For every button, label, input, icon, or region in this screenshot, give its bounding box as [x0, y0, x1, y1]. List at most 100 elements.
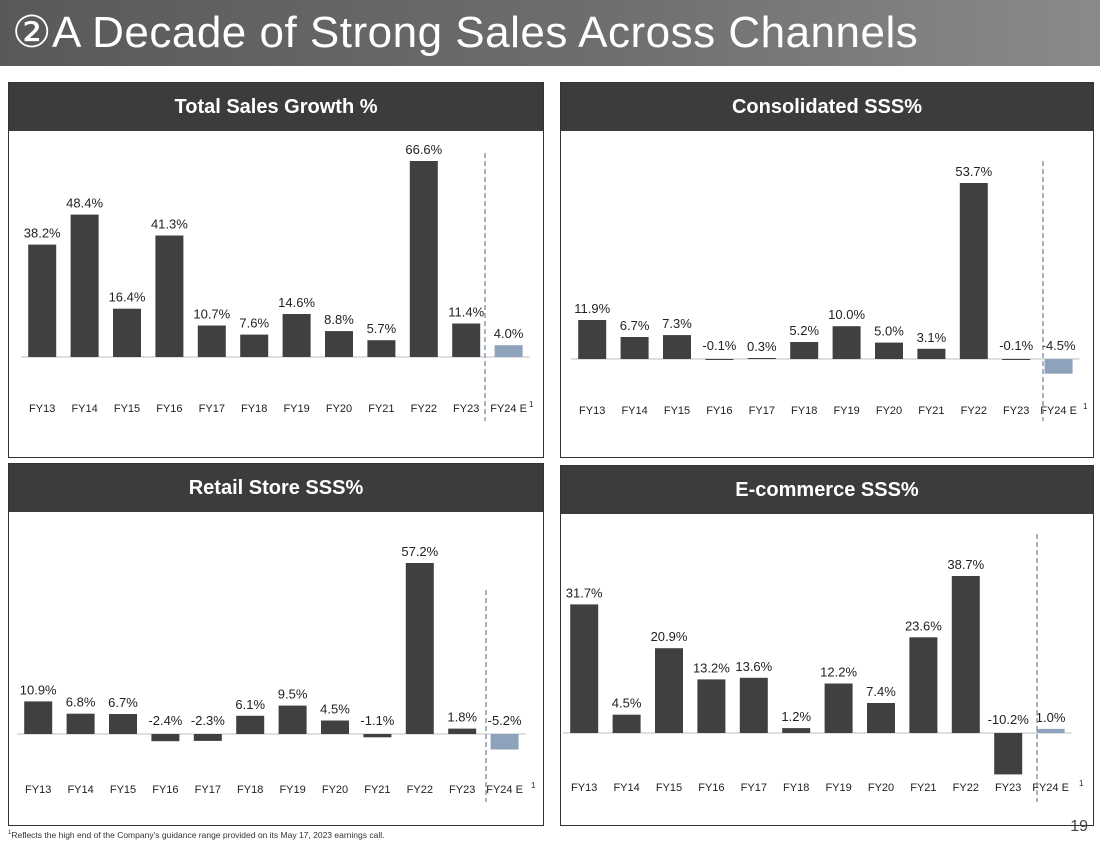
bar: [909, 637, 938, 733]
data-label: 11.9%: [574, 301, 610, 316]
category-label: FY15: [656, 782, 682, 794]
estimate-footnote-marker: 1: [1079, 779, 1084, 788]
bar: [959, 183, 988, 359]
data-label: 31.7%: [566, 585, 603, 600]
bar: [951, 576, 980, 733]
data-label: 7.3%: [662, 316, 692, 331]
estimate-bar: [1044, 359, 1073, 374]
category-label: FY16: [706, 405, 732, 417]
bar: [448, 728, 477, 734]
data-label: -10.2%: [988, 712, 1030, 727]
estimate-footnote-marker: 1: [1083, 402, 1088, 411]
data-label: 10.9%: [20, 682, 57, 697]
category-label: FY13: [579, 405, 605, 417]
ecommerce-sss-panel: E-commerce SSS% 31.7% FY13 4.5% FY14 20.9% FY…: [560, 465, 1094, 826]
bar: [655, 648, 683, 733]
category-label: FY20: [322, 784, 348, 796]
category-label: FY18: [241, 403, 267, 415]
category-label: FY23: [453, 403, 479, 415]
estimate-footnote-marker: 1: [529, 400, 534, 409]
category-label: FY16: [152, 784, 178, 796]
page-title: ②A Decade of Strong Sales Across Channel…: [12, 8, 918, 58]
category-label: FY18: [237, 784, 263, 796]
category-label: FY20: [876, 405, 902, 417]
category-label: FY24 E: [1040, 405, 1077, 417]
bar: [155, 235, 184, 357]
category-label: FY13: [571, 782, 597, 794]
data-label: 6.8%: [66, 695, 96, 710]
category-label: FY20: [326, 403, 352, 415]
data-label: 13.2%: [693, 660, 730, 675]
data-label: 4.5%: [320, 702, 350, 717]
data-label: 16.4%: [109, 290, 146, 305]
data-label: 1.2%: [781, 709, 811, 724]
chart-title: Retail Store SSS%: [9, 464, 543, 512]
category-label: FY23: [449, 784, 475, 796]
bar: [452, 323, 481, 357]
category-label: FY17: [749, 405, 775, 417]
bar: [790, 342, 819, 359]
retail-store-sss-panel: Retail Store SSS% 10.9% FY13 6.8% FY14 6.7% F…: [8, 463, 544, 826]
data-label: 12.2%: [820, 665, 857, 680]
data-label: 13.6%: [735, 659, 772, 674]
consolidated-sss-chart: 11.9% FY13 6.7% FY14 7.3% FY15 -0.1% FY16 0.3% FY…: [571, 161, 1088, 421]
category-label: FY19: [283, 403, 309, 415]
category-label: FY22: [407, 784, 433, 796]
bar: [151, 734, 180, 742]
bar: [739, 677, 768, 733]
bar: [193, 734, 222, 741]
data-label: -2.3%: [191, 713, 225, 728]
category-label: FY17: [199, 403, 225, 415]
bar: [917, 348, 946, 359]
category-label: FY19: [279, 784, 305, 796]
bar: [282, 314, 311, 357]
bar: [405, 563, 434, 734]
category-label: FY23: [995, 782, 1021, 794]
bar: [832, 326, 861, 359]
footnote-text: Reflects the high end of the Company’s g…: [11, 830, 385, 840]
bar: [109, 714, 137, 734]
data-label: 6.7%: [108, 695, 138, 710]
data-label: -1.1%: [360, 713, 394, 728]
category-label: FY14: [71, 403, 97, 415]
bar: [782, 728, 811, 733]
bar: [1002, 359, 1031, 360]
title-bar: ②A Decade of Strong Sales Across Channel…: [0, 0, 1100, 66]
page-number: 19: [1070, 818, 1088, 835]
data-label: 57.2%: [401, 544, 438, 559]
bar: [409, 161, 438, 357]
data-label: -5.2%: [488, 713, 522, 728]
category-label: FY21: [910, 782, 936, 794]
category-label: FY16: [156, 403, 182, 415]
data-label: 38.7%: [947, 557, 984, 572]
total-sales-growth-panel: Total Sales Growth % 38.2% FY13 48.4% FY14 1…: [8, 82, 544, 458]
category-label: FY24 E: [490, 403, 527, 415]
category-label: FY23: [1003, 405, 1029, 417]
bar: [278, 705, 307, 734]
data-label: 5.2%: [789, 323, 819, 338]
bar: [705, 359, 734, 360]
category-label: FY13: [25, 784, 51, 796]
data-label: 23.6%: [905, 618, 942, 633]
bar: [70, 214, 99, 357]
data-label: 53.7%: [955, 164, 992, 179]
data-label: 9.5%: [278, 687, 308, 702]
footnote-marker: 1: [8, 830, 12, 837]
category-label: FY22: [953, 782, 979, 794]
data-label: 5.0%: [874, 324, 904, 339]
bar: [663, 335, 691, 359]
estimate-bar: [494, 345, 523, 357]
bar: [875, 342, 903, 359]
data-label: -0.1%: [702, 338, 736, 353]
category-label: FY14: [613, 782, 639, 794]
data-label: 3.1%: [917, 330, 947, 345]
chart-title: Consolidated SSS%: [561, 83, 1093, 131]
estimate-footnote-marker: 1: [531, 781, 536, 790]
category-label: FY15: [114, 403, 140, 415]
bar: [697, 679, 726, 733]
bar: [578, 320, 607, 359]
data-label: 1.8%: [447, 710, 477, 725]
category-label: FY21: [918, 405, 944, 417]
data-label: 41.3%: [151, 217, 188, 232]
category-label: FY19: [833, 405, 859, 417]
